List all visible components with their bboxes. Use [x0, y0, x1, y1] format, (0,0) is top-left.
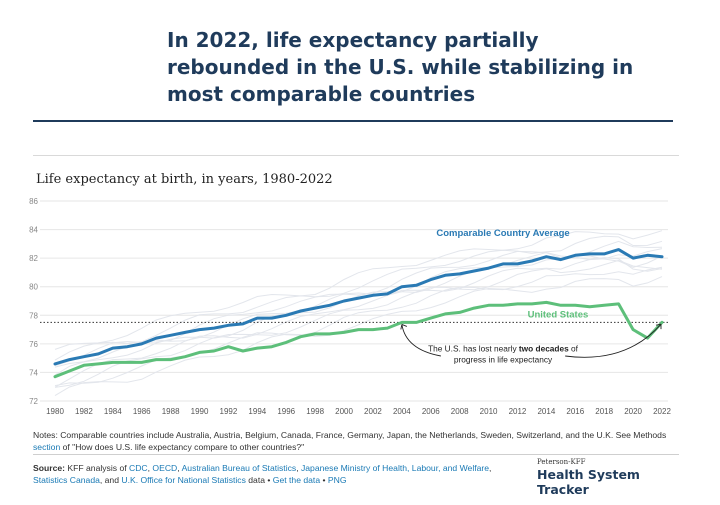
chart-headline: In 2022, life expectancy partially rebou…	[167, 28, 634, 106]
x-tick-1988: 1988	[162, 407, 180, 416]
x-tick-1996: 1996	[277, 407, 295, 416]
x-tick-1982: 1982	[75, 407, 93, 416]
y-tick-84: 84	[29, 226, 38, 235]
annotation-part-c: of	[569, 344, 579, 354]
peer-country-line-7	[54, 240, 663, 367]
annotation: The U.S. has lost nearly two decades of …	[400, 323, 662, 364]
x-tick-1986: 1986	[133, 407, 151, 416]
chart-notes: Notes: Comparable countries include Aust…	[33, 429, 678, 453]
cdc-link[interactable]: CDC	[129, 463, 148, 473]
x-tick-2010: 2010	[480, 407, 498, 416]
x-tick-2004: 2004	[393, 407, 411, 416]
x-tick-2006: 2006	[422, 407, 440, 416]
health-system-tracker-logo: Peterson-KFF Health System Tracker	[537, 458, 687, 497]
x-tick-2002: 2002	[364, 407, 382, 416]
annotation-text-line-2: progress in life expectancy	[454, 354, 553, 364]
x-tick-2014: 2014	[537, 407, 555, 416]
x-tick-2008: 2008	[451, 407, 469, 416]
methods-section-link[interactable]: section	[33, 442, 61, 452]
x-tick-1980: 1980	[46, 407, 64, 416]
y-tick-86: 86	[29, 197, 38, 206]
chart-grid	[40, 200, 668, 402]
x-tick-1992: 1992	[220, 407, 238, 416]
x-tick-1998: 1998	[306, 407, 324, 416]
peer-country-line-1	[54, 276, 663, 397]
abs-link[interactable]: Australian Bureau of Statistics	[181, 463, 297, 473]
annotation-arrow-left	[400, 324, 441, 357]
ons-link[interactable]: U.K. Office for National Statistics	[121, 475, 246, 485]
label-united-states: United States	[528, 309, 589, 320]
logo-title-text: Health System Tracker	[537, 467, 640, 497]
x-tick-1984: 1984	[104, 407, 122, 416]
annotation-emphasis: two decades	[519, 344, 569, 354]
png-link[interactable]: PNG	[327, 475, 347, 485]
headline-rule	[33, 120, 673, 122]
peer-country-line-9	[54, 230, 663, 350]
annotation-part-a: The U.S. has lost nearly	[428, 344, 519, 354]
y-tick-78: 78	[29, 311, 38, 320]
x-axis-tick-labels: 1980 1982 1984 1986 1988 1990 1992 1994 1996 1998…	[46, 407, 671, 416]
comparable-average-line	[53, 248, 664, 366]
get-data-link[interactable]: Get the data	[272, 475, 321, 485]
notes-text: Notes: Comparable countries include Aust…	[33, 430, 667, 440]
statcan-link[interactable]: Statistics Canada	[33, 475, 100, 485]
annotation-arrow-right	[565, 323, 662, 358]
x-tick-2012: 2012	[509, 407, 527, 416]
section-divider	[33, 155, 679, 156]
x-tick-2018: 2018	[595, 407, 613, 416]
notes-divider	[33, 454, 679, 455]
x-tick-2016: 2016	[566, 407, 584, 416]
x-tick-2022: 2022	[653, 407, 671, 416]
annotation-text-line-1: The U.S. has lost nearly two decades of	[428, 344, 579, 354]
y-tick-76: 76	[29, 340, 38, 349]
peer-country-line-6	[54, 248, 663, 368]
x-tick-1994: 1994	[248, 407, 266, 416]
united-states-line	[53, 300, 664, 379]
y-tick-72: 72	[29, 397, 38, 406]
line-chart: 72 74 76 78 80 82 84 86 1980 1982 1984 1986 1988 199…	[29, 197, 671, 416]
peer-country-line-2	[54, 266, 663, 387]
label-comparable-average: Comparable Country Average	[436, 228, 569, 239]
x-tick-2000: 2000	[335, 407, 353, 416]
peer-country-line-8	[54, 235, 663, 361]
peer-country-line-4	[54, 257, 663, 388]
peer-country-line-3	[54, 259, 663, 388]
source-line: Source: KFF analysis of CDC, OECD, Austr…	[33, 463, 492, 485]
y-tick-74: 74	[29, 368, 38, 377]
oecd-link[interactable]: OECD	[152, 463, 178, 473]
y-tick-82: 82	[29, 254, 38, 263]
chart-subtitle: Life expectancy at birth, in years, 1980…	[36, 172, 333, 187]
y-tick-80: 80	[29, 283, 38, 292]
logo-small-text: Peterson-KFF	[537, 458, 586, 466]
x-tick-1990: 1990	[191, 407, 209, 416]
x-tick-2020: 2020	[624, 407, 642, 416]
japan-mhlw-link[interactable]: Japanese Ministry of Health, Labour, and…	[300, 463, 490, 473]
y-axis-tick-labels: 72 74 76 78 80 82 84 86	[29, 197, 38, 406]
notes-text-end: of "How does U.S. life expectancy compar…	[60, 442, 305, 452]
series-lines	[53, 248, 664, 379]
source-label: Source:	[33, 463, 65, 473]
